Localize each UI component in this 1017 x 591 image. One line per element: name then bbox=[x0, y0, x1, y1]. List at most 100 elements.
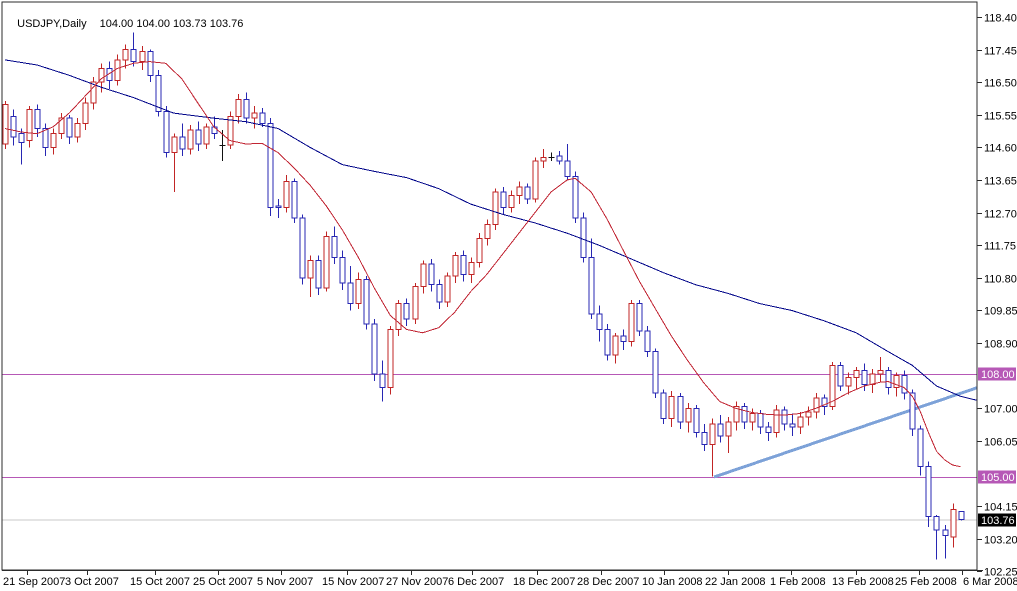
candle-body bbox=[26, 109, 33, 142]
price-badge-text: 105.00 bbox=[981, 472, 1015, 484]
time-axis: 21 Sep 2007 3 Oct 2007 15 Oct 2007 25 Oct 2… bbox=[2, 570, 1017, 588]
candle-body bbox=[877, 370, 884, 375]
candle-body bbox=[749, 412, 756, 423]
candle-body bbox=[813, 397, 820, 413]
ma-fast-line[interactable] bbox=[4, 61, 961, 468]
candle-body bbox=[508, 194, 515, 208]
candle-body bbox=[829, 364, 836, 408]
candle-body bbox=[636, 303, 643, 332]
candle-body bbox=[130, 49, 137, 63]
price-badge-text: 103.76 bbox=[981, 515, 1015, 527]
time-axis-label: 18 Dec 2007 bbox=[513, 576, 575, 588]
candle-body bbox=[235, 98, 242, 118]
time-axis-label: 6 Dec 2007 bbox=[448, 576, 504, 588]
candle-body bbox=[58, 117, 65, 135]
price-axis-label: 113.65 bbox=[984, 176, 1017, 188]
candle-body bbox=[588, 256, 595, 315]
price-badge-box bbox=[978, 367, 1016, 381]
candle-body bbox=[765, 426, 772, 433]
candle-body bbox=[484, 224, 491, 239]
candle-body bbox=[106, 67, 113, 81]
time-axis-label: 28 Dec 2007 bbox=[577, 576, 639, 588]
candle-body bbox=[901, 375, 908, 394]
candle-body bbox=[90, 81, 97, 104]
candle-body bbox=[612, 335, 619, 356]
candle-body bbox=[468, 261, 475, 275]
candle-body bbox=[933, 515, 940, 531]
candle-body bbox=[387, 328, 394, 389]
candle-body bbox=[436, 284, 443, 303]
price-badge-box bbox=[978, 470, 1016, 484]
price-axis-label: 103.20 bbox=[984, 535, 1017, 547]
price-axis-label: 106.05 bbox=[984, 437, 1017, 449]
time-axis-label: 10 Jan 2008 bbox=[642, 576, 703, 588]
candle-body bbox=[339, 256, 346, 284]
candle-body bbox=[227, 116, 234, 146]
candle-body bbox=[420, 263, 427, 287]
time-axis-label: 3 Oct 2007 bbox=[65, 576, 119, 588]
price-axis-label: 104.15 bbox=[984, 502, 1017, 514]
candle-body bbox=[267, 122, 274, 208]
chart-title: USDJPY,Daily 104.00 104.00 103.73 103.76 bbox=[11, 6, 243, 30]
candle-body bbox=[42, 128, 49, 148]
price-axis-label: 110.80 bbox=[984, 274, 1017, 286]
candle-body bbox=[781, 409, 788, 425]
ma-slow-line[interactable] bbox=[4, 59, 979, 401]
candle-body bbox=[2, 103, 9, 145]
candle-body bbox=[395, 303, 402, 330]
candle-body bbox=[668, 395, 675, 420]
candle-body bbox=[476, 237, 483, 263]
candle-body bbox=[187, 129, 194, 150]
candle-body bbox=[34, 109, 41, 130]
candle-body bbox=[82, 102, 89, 124]
candle-body bbox=[797, 416, 804, 428]
candle-body bbox=[355, 279, 362, 305]
candle-body bbox=[516, 186, 523, 196]
candle-body bbox=[757, 412, 764, 428]
candle-body bbox=[837, 364, 844, 387]
candle-body bbox=[805, 411, 812, 418]
candle-body bbox=[773, 409, 780, 433]
candle-body bbox=[660, 392, 667, 420]
candle-body bbox=[195, 129, 202, 145]
candle-body bbox=[725, 421, 732, 437]
candle-body bbox=[122, 49, 129, 61]
candle-body bbox=[942, 529, 949, 536]
candle-body bbox=[203, 126, 210, 145]
candle-body bbox=[869, 373, 876, 385]
candle-body bbox=[893, 375, 900, 389]
candle-body bbox=[693, 407, 700, 433]
plot-area bbox=[2, 32, 979, 560]
price-axis-label: 112.70 bbox=[984, 209, 1017, 221]
candle-body bbox=[853, 370, 860, 378]
candle-body bbox=[701, 431, 708, 445]
candle-body bbox=[596, 313, 603, 330]
price-badge-105.00: 105.00 bbox=[978, 470, 1016, 484]
candle-body bbox=[917, 428, 924, 468]
candle-body bbox=[925, 466, 932, 517]
time-axis-label: 15 Nov 2007 bbox=[322, 576, 384, 588]
candle-body bbox=[371, 323, 378, 375]
price-axis-label: 107.00 bbox=[984, 404, 1017, 416]
support-trendline[interactable] bbox=[713, 386, 979, 479]
candle-body bbox=[291, 181, 298, 219]
candle-body bbox=[283, 181, 290, 208]
candle-body bbox=[709, 423, 716, 445]
candle-body bbox=[163, 110, 170, 154]
candle-body bbox=[500, 191, 507, 208]
price-axis-label: 108.90 bbox=[984, 339, 1017, 351]
candle-body bbox=[452, 255, 459, 277]
price-badge-text: 108.00 bbox=[981, 369, 1015, 381]
price-axis-label: 102.25 bbox=[984, 567, 1017, 579]
time-axis-label: 22 Jan 2008 bbox=[705, 576, 766, 588]
price-axis-label: 116.50 bbox=[984, 78, 1017, 90]
price-badge-103.76: 103.76 bbox=[978, 513, 1016, 527]
candle-body bbox=[379, 373, 386, 389]
price-badge-box bbox=[978, 513, 1016, 527]
plot-border bbox=[1, 1, 978, 571]
price-axis-label: 114.60 bbox=[984, 143, 1017, 155]
candle-body bbox=[444, 275, 451, 303]
symbol-period-label: USDJPY,Daily bbox=[17, 18, 87, 30]
